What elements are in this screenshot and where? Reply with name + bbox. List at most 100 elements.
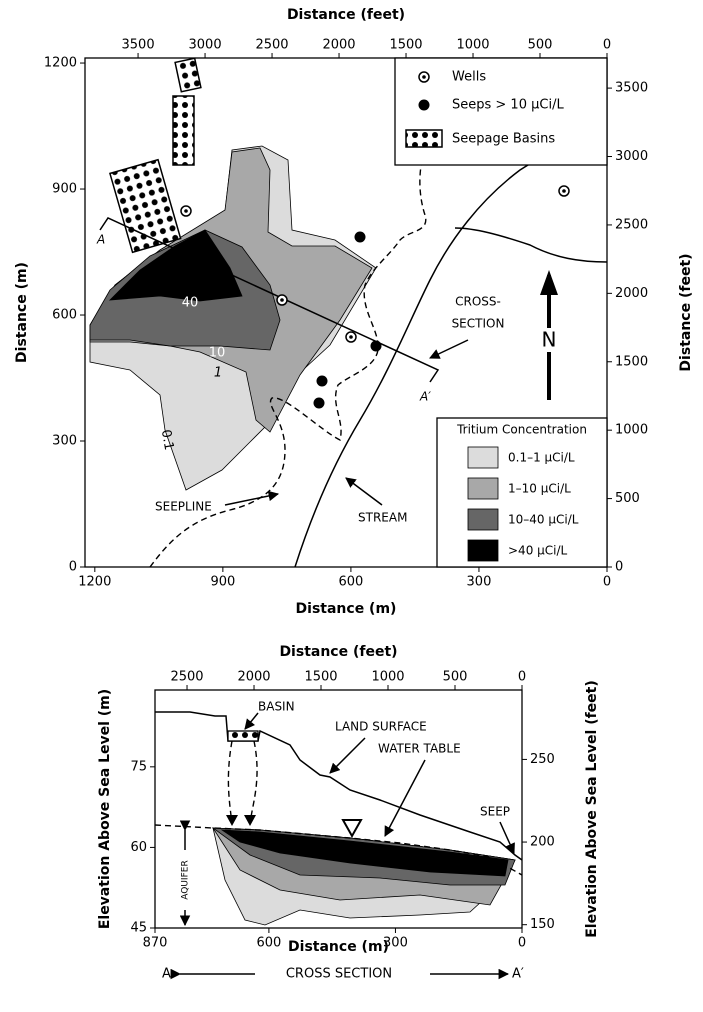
axis-title: Elevation Above Sea Level (m)	[97, 689, 113, 929]
stream	[455, 228, 607, 262]
water-table-symbol	[343, 820, 361, 836]
tick-label: 300	[467, 575, 492, 590]
legend-title: Tritium Concentration	[456, 423, 587, 437]
seepage-basin	[175, 58, 201, 92]
arrow	[330, 738, 365, 773]
annotation: AQUIFER	[181, 860, 191, 899]
tick-label: 200	[530, 835, 555, 850]
tick-label: 900	[210, 575, 235, 590]
tick-label: 1200	[78, 575, 111, 590]
tick-label: 45	[130, 921, 147, 936]
symbol	[371, 341, 382, 352]
symbol	[422, 75, 426, 79]
symbol	[562, 189, 566, 193]
annotation: BASIN	[258, 700, 295, 714]
basin	[228, 731, 258, 741]
contour-label: 1	[214, 366, 222, 381]
annotation: STREAM	[358, 511, 407, 525]
tick-label: 150	[530, 917, 555, 932]
north-label: N	[542, 328, 557, 352]
legend-label: 10–40 µCi/L	[508, 513, 579, 527]
section-end-label: A′	[419, 390, 431, 404]
tick-label: 3000	[615, 149, 648, 164]
tick-label: 1000	[371, 670, 404, 685]
tick-label: 1000	[615, 423, 648, 438]
tick-label: 600	[338, 575, 363, 590]
tick-label: 60	[130, 840, 147, 855]
arrow	[346, 478, 382, 505]
tick-label: 870	[143, 936, 168, 951]
symbol	[314, 398, 325, 409]
tick-label: 0	[518, 670, 526, 685]
contour-label: 10	[209, 346, 226, 361]
axis-title: Distance (feet)	[678, 253, 694, 371]
symbol	[349, 335, 353, 339]
basin-flow	[228, 741, 257, 824]
shape	[406, 130, 442, 147]
annotation: WATER TABLE	[378, 742, 461, 756]
tick-label: 2000	[237, 670, 270, 685]
footer-label: A	[162, 967, 171, 982]
tick-label: 0	[615, 560, 623, 575]
tick-label: 250	[530, 752, 555, 767]
tick-label: 300	[52, 434, 77, 449]
section-end-label: A	[96, 233, 105, 247]
tick-label: 500	[615, 491, 640, 506]
map: 40 10 1 0.1 A A′ CROSS- SECTION SEEPLINE…	[14, 7, 694, 617]
shape	[110, 160, 181, 253]
tick-label: 3000	[189, 38, 222, 53]
shape	[468, 478, 498, 499]
north-arrow-head	[540, 270, 558, 295]
tick-label: 2500	[255, 38, 288, 53]
tick-label: 3500	[122, 38, 155, 53]
shape	[468, 540, 498, 561]
tick-label: 500	[443, 670, 468, 685]
tick-label: 900	[52, 182, 77, 197]
tick-label: 75	[130, 759, 147, 774]
tick-label: 600	[256, 936, 281, 951]
legend-label: Seepage Basins	[452, 132, 555, 147]
footer-label: A′	[512, 967, 524, 982]
annotation: SEEP	[480, 805, 510, 819]
shape	[468, 509, 498, 530]
seepage-basin	[110, 160, 181, 253]
cross-section: AQUIFER BASIN LAND SURFACE WATER TABLE S…	[97, 644, 600, 982]
legend-label: >40 µCi/L	[508, 544, 568, 558]
symbol	[184, 209, 188, 213]
legend-label: 1–10 µCi/L	[508, 482, 571, 496]
tick-label: 2500	[170, 670, 203, 685]
tick-label: 2000	[615, 286, 648, 301]
footer-title: CROSS SECTION	[286, 967, 392, 982]
tick-label: 1200	[44, 56, 77, 71]
seepage-basin	[173, 96, 194, 165]
arrow	[245, 713, 258, 729]
annotation: SECTION	[452, 317, 505, 331]
tick-label: 1500	[304, 670, 337, 685]
axis-title: Distance (feet)	[287, 7, 405, 23]
tick-label: 1500	[389, 38, 422, 53]
tick-label: 0	[518, 936, 526, 951]
tick-label: 0	[603, 575, 611, 590]
annotation: LAND SURFACE	[335, 720, 427, 734]
arrow	[430, 340, 468, 358]
axis-title: Distance (m)	[14, 262, 30, 363]
symbol	[419, 100, 430, 111]
shape	[175, 58, 201, 92]
figure: 40 10 1 0.1 A A′ CROSS- SECTION SEEPLINE…	[0, 0, 703, 1012]
axis-title: Distance (feet)	[279, 644, 397, 660]
symbol	[317, 376, 328, 387]
flow-arrowheads	[226, 815, 256, 826]
tick-label: 2500	[615, 217, 648, 232]
annotation: CROSS-	[455, 295, 501, 309]
axis-title: Distance (m)	[288, 939, 389, 955]
contour-label: 40	[182, 296, 199, 311]
contour-label: 0.1	[158, 429, 176, 452]
symbol	[280, 298, 284, 302]
tick-label: 3500	[615, 81, 648, 96]
axis-title: Elevation Above Sea Level (feet)	[584, 680, 600, 938]
tick-label: 500	[528, 38, 553, 53]
tick-label: 1000	[456, 38, 489, 53]
tick-label: 0	[603, 38, 611, 53]
axis-title: Distance (m)	[296, 601, 397, 617]
legend-label: Wells	[452, 70, 486, 85]
